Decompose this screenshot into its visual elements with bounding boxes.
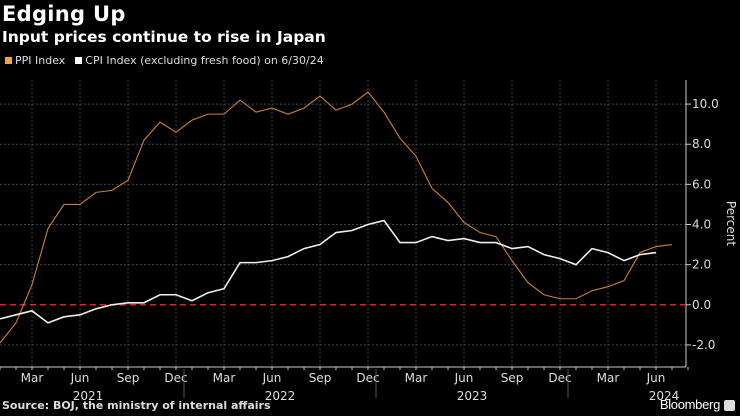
x-tick-label: Sep [501, 371, 524, 385]
y-tick-label: 4.0 [692, 218, 711, 232]
x-tick-label: Mar [213, 371, 236, 385]
legend-label-ppi: PPI Index [15, 54, 66, 67]
x-tick-label: Jun [262, 371, 282, 385]
y-tick-label: 6.0 [692, 177, 711, 191]
x-tick-label: Mar [21, 371, 44, 385]
cpi-line [0, 219, 657, 324]
x-year-label: 2023 [457, 389, 488, 403]
x-year-label: 2022 [265, 389, 296, 403]
chart-subtitle: Input prices continue to rise in Japan [2, 28, 326, 46]
x-tick-label: Dec [164, 371, 187, 385]
x-tick-label: Jun [454, 371, 474, 385]
legend-item-cpi: CPI Index (excluding fresh food) on 6/30… [75, 54, 324, 67]
y-tick-label: -2.0 [692, 338, 715, 352]
bloomberg-terminal-icon [724, 400, 735, 411]
x-tick-label: Mar [597, 371, 620, 385]
legend-swatch-ppi [5, 57, 12, 64]
x-tick-label: Dec [356, 371, 379, 385]
y-tick-label: 10.0 [692, 97, 719, 111]
y-tick-label: 2.0 [692, 258, 711, 272]
x-year-label: 2024 [649, 389, 680, 403]
x-tick-label: Dec [548, 371, 571, 385]
x-year-label: 2021 [73, 389, 104, 403]
x-tick-label: Sep [117, 371, 140, 385]
legend-label-cpi: CPI Index (excluding fresh food) on 6/30… [85, 54, 324, 67]
y-tick-label: 0.0 [692, 298, 711, 312]
y-tick-label: 8.0 [692, 137, 711, 151]
source-note: Source: BOJ, the ministry of internal af… [2, 399, 271, 412]
x-tick-label: Sep [309, 371, 332, 385]
y-axis-label: Percent [724, 201, 738, 246]
legend-item-ppi: PPI Index [5, 54, 65, 67]
chart-title: Edging Up [2, 2, 126, 26]
x-tick-label: Mar [405, 371, 428, 385]
x-tick-label: Jun [70, 371, 90, 385]
legend: PPI Index CPI Index (excluding fresh foo… [5, 54, 324, 67]
x-tick-label: Jun [646, 371, 666, 385]
bloomberg-logo: Bloomberg [659, 397, 720, 412]
legend-swatch-cpi [75, 57, 83, 64]
